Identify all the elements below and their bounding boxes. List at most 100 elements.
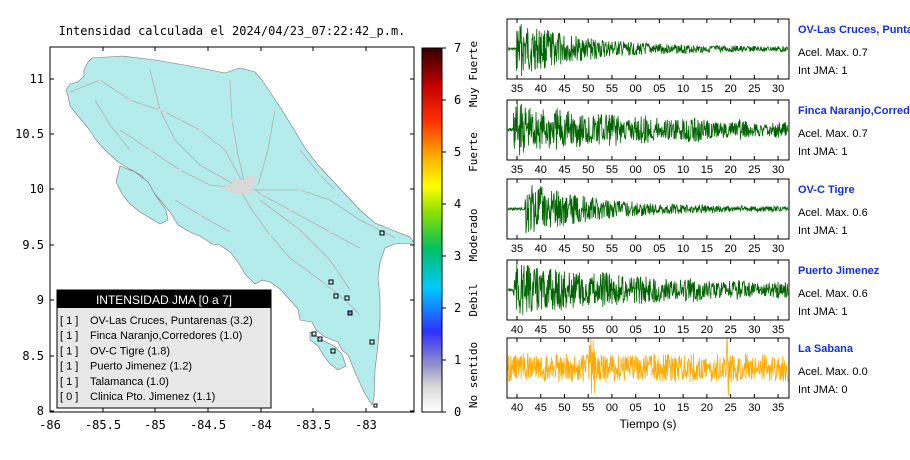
- colorbar: 7 6 5 4 3 2 1 0 Muy Fuerte Fuerte Moderado Debil No…: [421, 41, 480, 419]
- colorbar-tick-label: 6: [454, 93, 461, 107]
- legend-item-station: OV-C Tigre (1.8): [90, 345, 170, 357]
- seismogram-tick-label: 20: [724, 243, 736, 255]
- seismogram-tick-label: 15: [701, 164, 713, 176]
- road-network: [69, 69, 396, 316]
- seismogram-trace: [507, 263, 789, 316]
- station-name: OV-C Tigre: [798, 184, 855, 196]
- seismogram-tick-label: 35: [511, 243, 523, 255]
- seismogram-tick-label: 25: [748, 164, 760, 176]
- map-y-axis: 11 10.5 10 9.5 9 8.5 8: [15, 72, 414, 418]
- legend-item-level: [ 1 ]: [60, 361, 78, 373]
- seismogram-tick-label: 10: [677, 164, 689, 176]
- legend-title: INTENSIDAD JMA [0 a 7]: [96, 293, 232, 307]
- seismogram-tick-label: 25: [748, 83, 760, 95]
- map-panel: Intensidad calculada el 2024/04/23_07:22…: [15, 24, 415, 432]
- station-name: Puerto Jimenez: [798, 265, 880, 277]
- seismogram-tick-label: 55: [606, 164, 618, 176]
- seismogram-panel: 35 40 45 50 55 00 05 10 15 20 25 30 OV-Las Cruces, P…: [506, 18, 910, 95]
- station-marker: [373, 403, 378, 408]
- station-marker: [344, 295, 350, 301]
- station-marker: [333, 293, 339, 299]
- intensity-legend: INTENSIDAD JMA [0 a 7] [ 1 ] OV-Las Cruce…: [56, 289, 272, 409]
- station-marker: [369, 339, 375, 345]
- seismogram-tick-label: 05: [653, 164, 665, 176]
- seismogram-tick-label: 50: [558, 402, 570, 414]
- station-marker: [379, 230, 385, 236]
- station-marker: [347, 310, 353, 316]
- seismogram-tick-label: 50: [558, 324, 570, 336]
- colorbar-tick-label: 0: [454, 405, 461, 419]
- station-name: Finca Naranjo,Corredores: [798, 105, 910, 117]
- legend-item-station: Talamanca (1.0): [90, 376, 169, 388]
- seismogram-tick-label: 10: [677, 243, 689, 255]
- seismogram-tick-label: 45: [558, 83, 570, 95]
- seismogram-tick-label: 30: [772, 83, 784, 95]
- colorbar-intensity-label: No sentido: [467, 342, 480, 408]
- seismogram-trace: [507, 185, 789, 234]
- seismogram-tick-label: 50: [582, 164, 594, 176]
- seismogram-tick-label: 35: [772, 324, 784, 336]
- seismogram-tick-label: 20: [724, 164, 736, 176]
- station-name: OV-Las Cruces, Puntarenas: [798, 24, 910, 36]
- seismogram-tick-label: 00: [630, 83, 642, 95]
- seismogram-tick-label: 35: [511, 164, 523, 176]
- station-markers: [311, 230, 385, 408]
- colorbar-tick-label: 2: [454, 301, 461, 315]
- map-x-tick-label: -85: [144, 418, 166, 432]
- station-marker: [317, 336, 323, 342]
- station-name: La Sabana: [798, 343, 854, 355]
- costa-rica-land: [65, 55, 415, 406]
- seismogram-tick-label: 30: [772, 164, 784, 176]
- seismogram-tick-label: 45: [558, 243, 570, 255]
- seismogram-xlabel: Tiempo (s): [620, 417, 677, 431]
- seismogram-tick-label: 30: [748, 324, 760, 336]
- town-markers: [98, 78, 347, 302]
- acceleration-max: Acel. Max. 0.6: [798, 207, 868, 219]
- legend-item-station: Clinica Pto. Jimenez (1.1): [90, 391, 215, 403]
- map-x-tick-label: -85.5: [85, 418, 121, 432]
- seismogram-tick-label: 15: [677, 324, 689, 336]
- map-y-tick-label: 10.5: [15, 127, 44, 141]
- map-y-tick-label: 8: [37, 404, 44, 418]
- seismogram-trace: [507, 103, 789, 156]
- colorbar-ticks: 7 6 5 4 3 2 1 0: [442, 41, 461, 419]
- seismogram-tick-label: 40: [511, 402, 523, 414]
- legend-item-station: Finca Naranjo,Corredores (1.0): [90, 330, 242, 342]
- seismogram-tick-label: 15: [701, 83, 713, 95]
- jma-intensity: Int JMA: 1: [798, 65, 848, 77]
- seismogram-tick-label: 40: [511, 324, 523, 336]
- station-marker: [330, 348, 336, 354]
- seismogram-tick-label: 45: [535, 324, 547, 336]
- colorbar-intensity-label: Moderado: [467, 209, 480, 262]
- nicoya-peninsula: [115, 165, 169, 225]
- seismogram-tick-label: 10: [653, 402, 665, 414]
- legend-item-station: Puerto Jimenez (1.2): [90, 361, 192, 373]
- map-x-tick-label: -83: [355, 418, 377, 432]
- seismogram-tick-label: 30: [748, 402, 760, 414]
- seismogram-tick-label: 45: [535, 402, 547, 414]
- seismogram-tick-label: 05: [630, 402, 642, 414]
- seismogram-tick-label: 05: [653, 83, 665, 95]
- legend-title-bar: [57, 290, 271, 308]
- acceleration-max: Acel. Max. 0.7: [798, 128, 868, 140]
- seismogram-tick-label: 20: [701, 324, 713, 336]
- station-marker: [311, 331, 317, 337]
- colorbar-tick-label: 5: [454, 145, 461, 159]
- legend-item-station: OV-Las Cruces, Puntarenas (3.2): [90, 315, 253, 327]
- map-x-axis: -86 -85.5 -85 -84.5 -84 -83.5 -83: [39, 47, 377, 432]
- seismogram-tick-label: 45: [558, 164, 570, 176]
- colorbar-intensity-label: Muy Fuerte: [467, 41, 480, 107]
- jma-intensity: Int JMA: 1: [798, 225, 848, 237]
- seismogram-tick-label: 15: [701, 243, 713, 255]
- jma-intensity: Int JMA: 0: [798, 384, 848, 396]
- colorbar-tick-label: 1: [454, 353, 461, 367]
- jma-intensity: Int JMA: 1: [798, 306, 848, 318]
- colorbar-intensity-label: Debil: [467, 283, 480, 316]
- seismogram-tick-label: 00: [630, 164, 642, 176]
- seismogram-tick-label: 10: [653, 324, 665, 336]
- map-title: Intensidad calculada el 2024/04/23_07:22…: [59, 24, 406, 38]
- seismogram-tick-label: 00: [630, 243, 642, 255]
- seismogram-tick-label: 40: [535, 164, 547, 176]
- seismogram-tick-label: 55: [582, 402, 594, 414]
